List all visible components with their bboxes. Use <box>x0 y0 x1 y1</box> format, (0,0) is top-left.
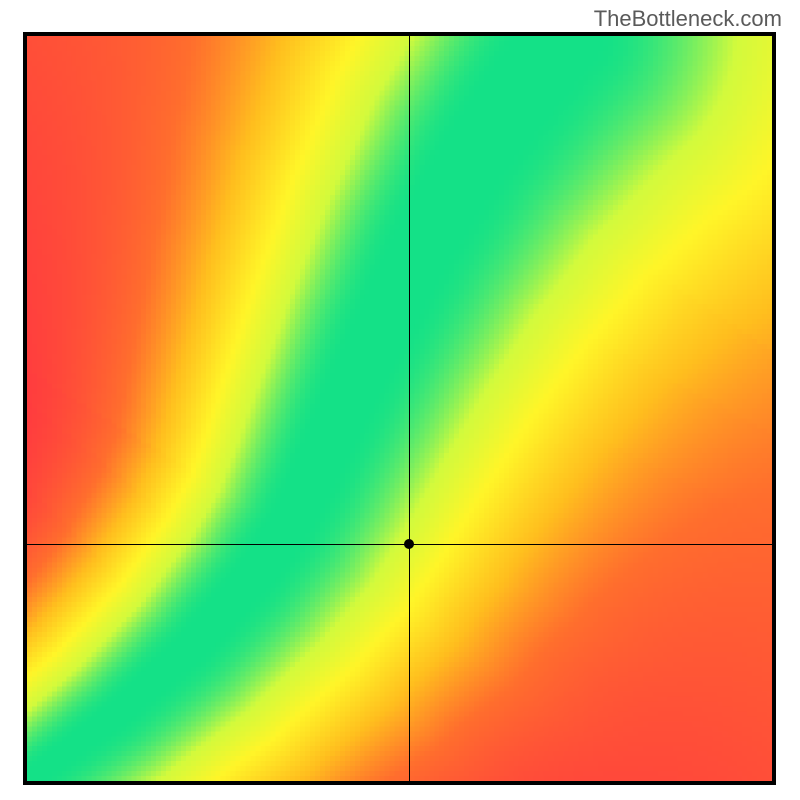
watermark-text: TheBottleneck.com <box>594 6 782 32</box>
crosshair-horizontal <box>27 544 772 545</box>
heatmap-canvas <box>27 36 772 781</box>
crosshair-marker <box>404 539 414 549</box>
chart-container: TheBottleneck.com <box>0 0 800 800</box>
crosshair-vertical <box>409 36 410 781</box>
plot-area <box>23 32 776 785</box>
